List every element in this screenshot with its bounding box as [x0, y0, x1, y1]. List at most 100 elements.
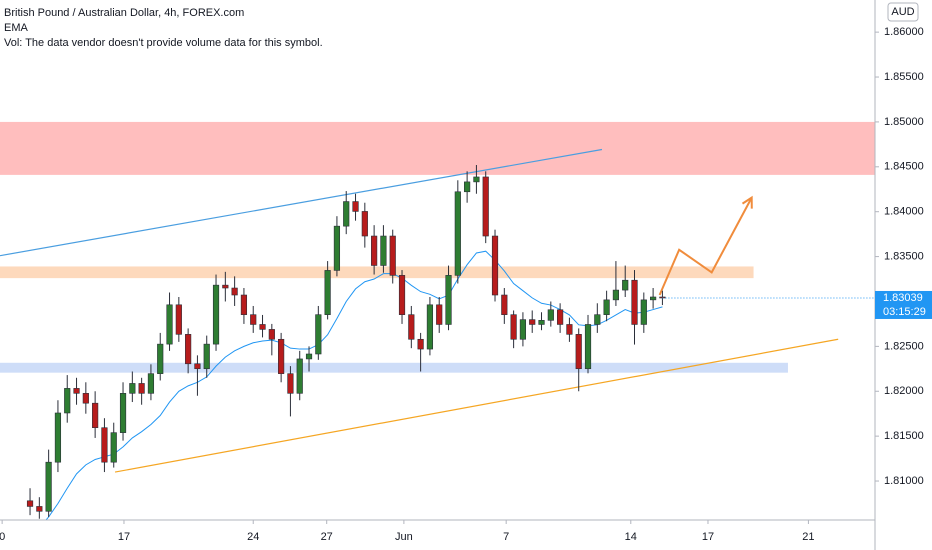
- candle-body: [45, 461, 52, 512]
- candle-body: [73, 388, 80, 394]
- x-tick-label: 17: [118, 531, 130, 543]
- candle-body: [501, 294, 508, 315]
- candle-body: [566, 324, 573, 335]
- candle-body: [603, 299, 610, 315]
- candle-body: [547, 309, 554, 321]
- candle-body: [166, 304, 173, 345]
- price-zone: [0, 266, 754, 279]
- volume-note: Vol: The data vendor doesn't provide vol…: [4, 37, 323, 49]
- candle-body: [287, 373, 294, 394]
- candle-body: [138, 383, 145, 394]
- candle-body: [101, 427, 108, 463]
- candle-body: [436, 304, 443, 325]
- candle-body: [473, 176, 480, 183]
- candle-body: [278, 338, 285, 374]
- candle-body: [650, 296, 657, 301]
- trend-line: [114, 338, 839, 473]
- countdown-label: 03:15:29: [883, 306, 926, 318]
- ema-line: [45, 250, 663, 520]
- candle-body: [175, 304, 182, 335]
- y-tick-label: 1.81500: [884, 430, 924, 442]
- currency-box[interactable]: [887, 2, 919, 22]
- candle-body: [305, 353, 313, 360]
- candle-body: [64, 388, 71, 414]
- candle-body: [129, 383, 136, 394]
- candle-body: [231, 287, 238, 296]
- candle-body: [398, 275, 406, 315]
- candle-body: [147, 373, 155, 394]
- x-tick-label: 7: [503, 531, 509, 543]
- candle-body: [361, 211, 368, 237]
- candle-body: [594, 314, 601, 325]
- arrow-head: [741, 195, 753, 209]
- candle-body: [185, 334, 192, 365]
- candle-body: [482, 176, 489, 237]
- candle-body: [324, 270, 331, 315]
- y-tick-label: 1.84000: [884, 206, 924, 218]
- candle-body: [640, 299, 647, 325]
- x-tick-label: 17: [702, 531, 714, 543]
- y-tick-label: 1.83500: [884, 250, 924, 262]
- candle-body: [110, 432, 117, 463]
- price-label-box: [875, 290, 932, 319]
- plot-area: [0, 121, 875, 520]
- candle-body: [119, 393, 127, 433]
- candle-body: [538, 320, 545, 325]
- candle-body: [296, 358, 303, 394]
- candle-body: [612, 289, 620, 301]
- y-tick-label: 1.82500: [884, 340, 924, 352]
- candle-body: [631, 279, 638, 325]
- y-tick-label: 1.85000: [884, 116, 924, 128]
- candle-body: [259, 324, 266, 330]
- candle-body: [222, 284, 229, 289]
- x-tick-label: 21: [802, 531, 814, 543]
- candle-body: [445, 275, 452, 325]
- candle-body: [250, 314, 257, 325]
- candle-body: [622, 279, 629, 291]
- candle-body: [352, 201, 359, 212]
- price-label: 1.83039: [883, 292, 923, 304]
- indicator-label: EMA: [4, 22, 29, 34]
- y-tick-label: 1.82000: [884, 385, 924, 397]
- candle-body: [36, 506, 43, 512]
- candle-body: [454, 191, 461, 276]
- candle-body: [659, 296, 666, 299]
- x-tick-label: 27: [321, 531, 333, 543]
- candle-body: [26, 500, 34, 507]
- y-tick-label: 1.85500: [884, 71, 924, 83]
- trend-line: [0, 148, 603, 257]
- candle-body: [333, 225, 341, 271]
- candle-body: [464, 181, 471, 193]
- candle-body: [212, 284, 220, 345]
- candle-body: [92, 402, 99, 429]
- y-tick-label: 1.81000: [884, 475, 924, 487]
- candle-body: [426, 304, 434, 350]
- price-zone: [0, 121, 875, 175]
- candle-body: [380, 235, 387, 266]
- price-zone: [0, 362, 788, 373]
- candle-body: [268, 329, 275, 340]
- candle-body: [519, 319, 527, 340]
- candle-body: [389, 235, 396, 276]
- y-tick-label: 1.86000: [884, 26, 924, 38]
- candle-body: [408, 314, 415, 340]
- candle-body: [510, 314, 517, 340]
- candle-body: [315, 314, 322, 355]
- candle-body: [240, 294, 248, 315]
- candle-body: [584, 324, 592, 370]
- candle-body: [371, 235, 378, 266]
- candle-body: [417, 338, 424, 350]
- x-tick-label: 14: [625, 531, 637, 543]
- candle-body: [491, 235, 499, 296]
- chart-title: British Pound / Australian Dollar, 4h, F…: [4, 7, 244, 19]
- candle-body: [82, 393, 89, 404]
- candle-body: [529, 319, 536, 325]
- candle-body: [194, 363, 201, 370]
- x-tick-label: 24: [247, 531, 259, 543]
- candle-body: [343, 201, 350, 227]
- candle-body: [54, 412, 62, 463]
- candle-body: [575, 334, 582, 370]
- currency-label: AUD: [891, 6, 914, 18]
- y-tick-label: 1.84500: [884, 161, 924, 173]
